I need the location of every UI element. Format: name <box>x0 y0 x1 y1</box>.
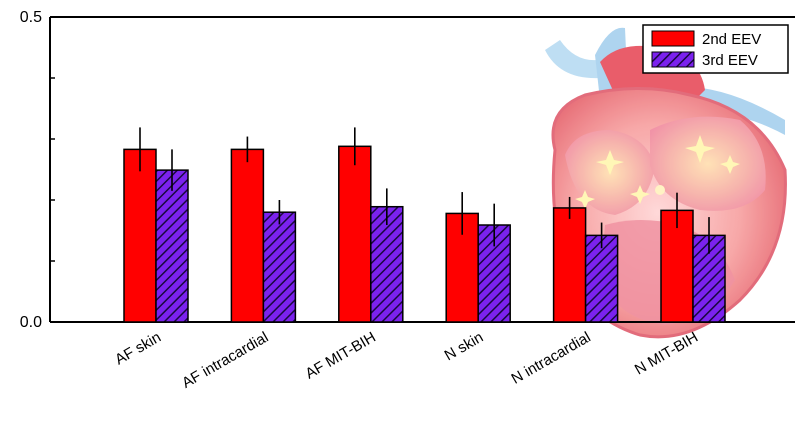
bar-1-n-intracardial <box>552 207 587 323</box>
x-tick-label: AF MIT-BIH <box>302 329 378 383</box>
bar-2-af-mit-bih <box>370 205 404 323</box>
bar-1-n-mit-bih <box>660 209 694 323</box>
legend-swatch-series-1 <box>651 30 695 47</box>
x-axis-tick-labels: AF skin AF intracardial AF MIT-BIH N skin N … <box>112 329 701 392</box>
y-tick-label: 0.5 <box>20 9 42 26</box>
x-tick-label: AF skin <box>112 329 164 369</box>
x-tick-label: AF intracardial <box>179 329 271 392</box>
y-tick-label: 0.0 <box>20 314 42 331</box>
bar-1-af-intracardial <box>230 148 265 323</box>
bar-series <box>123 127 726 323</box>
bar-2-n-intracardial <box>584 234 619 323</box>
legend: 2nd EEV 3rd EEV <box>642 24 789 74</box>
bar-1-af-skin <box>123 148 157 323</box>
bar-2-af-intracardial <box>262 211 297 323</box>
y-axis-ticks: 0.0 0.5 <box>20 9 58 331</box>
legend-label-series-1: 2nd EEV <box>702 31 761 48</box>
legend-label-series-2: 3rd EEV <box>702 52 758 69</box>
bar-2-af-skin <box>155 169 189 323</box>
x-tick-label: N intracardial <box>509 329 594 388</box>
bar-1-af-mit-bih <box>338 145 372 323</box>
x-tick-label: N skin <box>442 329 487 365</box>
legend-swatch-series-2 <box>651 51 695 68</box>
